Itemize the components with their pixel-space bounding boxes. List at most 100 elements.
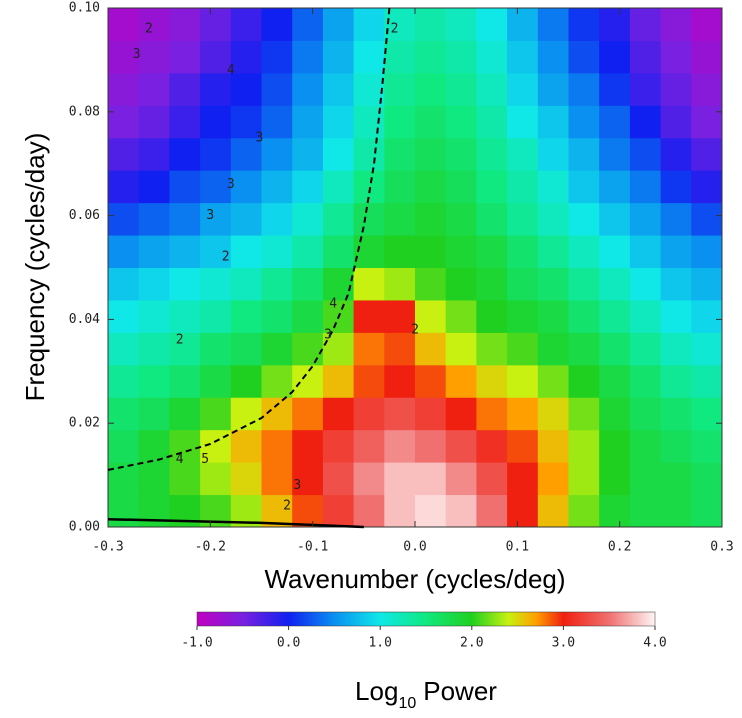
heatmap-cell (415, 8, 447, 41)
heatmap-cell (568, 72, 600, 106)
heatmap-cell (108, 202, 140, 236)
contour-label: 3 (227, 177, 235, 192)
heatmap-cell (322, 170, 355, 204)
heatmap-cell (169, 137, 201, 171)
heatmap-cell (660, 332, 692, 366)
heatmap-cell (138, 397, 170, 431)
colorbar-title: Log10 Power (355, 676, 497, 712)
heatmap-cell (629, 494, 662, 528)
heatmap-cell (108, 299, 140, 333)
heatmap-cell (691, 267, 723, 301)
heatmap-cell (599, 72, 631, 106)
heatmap-cell (292, 105, 324, 139)
heatmap-cell (138, 494, 170, 528)
heatmap-cell (108, 40, 140, 74)
heatmap-cell (108, 364, 140, 398)
heatmap-cell (292, 364, 324, 398)
heatmap-cell (108, 137, 140, 171)
heatmap-cell (507, 397, 539, 431)
heatmap-cell (415, 364, 447, 398)
x-tick-label: 0.2 (608, 540, 631, 555)
heatmap-cell (200, 105, 232, 139)
heatmap-cell (322, 8, 355, 41)
heatmap-cell (476, 235, 508, 268)
heatmap-cell (445, 267, 477, 301)
heatmap-cell (169, 267, 201, 301)
heatmap-cell (445, 397, 477, 431)
heatmap-cell (537, 462, 569, 496)
heatmap-cell (629, 364, 662, 398)
heatmap-cell (476, 494, 508, 528)
heatmap-cell (629, 299, 662, 333)
heatmap-cell (691, 40, 723, 74)
heatmap-cell (169, 72, 201, 106)
heatmap-cell (322, 202, 355, 236)
heatmap-cell (108, 170, 140, 204)
heatmap-cell (629, 8, 662, 41)
heatmap-cell (353, 267, 385, 301)
heatmap-cell (292, 332, 324, 366)
contour-label: 3 (256, 130, 264, 145)
heatmap-cell (507, 40, 539, 74)
heatmap-cell (415, 462, 447, 496)
heatmap-cell (445, 364, 477, 398)
heatmap-cell (599, 494, 631, 528)
heatmap-cell (322, 105, 355, 139)
heatmap-cell (292, 235, 324, 268)
heatmap-cell (108, 267, 140, 301)
heatmap-cell (169, 332, 201, 366)
heatmap-cell (353, 429, 385, 463)
heatmap-cell (200, 8, 232, 41)
colorbar-title-sub: 10 (398, 695, 416, 712)
heatmap-cell (568, 462, 600, 496)
x-tick-label: 0.0 (403, 540, 426, 555)
heatmap-cell (230, 137, 262, 171)
heatmap-cell (200, 364, 232, 398)
heatmap-cell (691, 299, 723, 333)
heatmap-cell (537, 137, 569, 171)
heatmap-cell (568, 299, 600, 333)
heatmap-cell (568, 235, 600, 268)
heatmap-cell (415, 332, 447, 366)
heatmap-cell (169, 170, 201, 204)
heatmap-cell (200, 137, 232, 171)
y-tick-label: 0.04 (69, 312, 100, 327)
heatmap-cell (691, 170, 723, 204)
heatmap-cell (384, 170, 416, 204)
heatmap-cell (476, 8, 508, 41)
y-tick-label: 0.10 (69, 1, 100, 16)
heatmap-cell (322, 494, 355, 528)
heatmap-cell (200, 462, 232, 496)
heatmap-cell (138, 235, 170, 268)
heatmap-cell (415, 170, 447, 204)
heatmap-cell (507, 364, 539, 398)
contour-label: 3 (206, 208, 214, 223)
heatmap-cell (445, 170, 477, 204)
heatmap-cell (629, 137, 662, 171)
heatmap-cell (537, 299, 569, 333)
heatmap-cell (445, 72, 477, 106)
heatmap-cell (230, 8, 262, 41)
y-axis-title: Frequency (cycles/day) (20, 133, 50, 402)
heatmap-cell (537, 332, 569, 366)
heatmap-cell (507, 8, 539, 41)
contour-label: 2 (411, 322, 419, 337)
heatmap-cell (108, 494, 140, 528)
heatmap-cell (476, 202, 508, 236)
x-axis-title: Wavenumber (cycles/deg) (264, 564, 565, 594)
heatmap-cell (384, 72, 416, 106)
heatmap-cell (629, 105, 662, 139)
heatmap-cell (660, 267, 692, 301)
heatmap-cell (292, 299, 324, 333)
heatmap-cell (507, 170, 539, 204)
heatmap-cell (445, 332, 477, 366)
heatmap-cell (568, 40, 600, 74)
heatmap-cell (138, 105, 170, 139)
heatmap-cell (384, 462, 416, 496)
heatmap-cell (691, 397, 723, 431)
x-tick-label: -0.3 (92, 540, 123, 555)
heatmap-cell (415, 40, 447, 74)
heatmap-cell (660, 202, 692, 236)
heatmap-cell (230, 364, 262, 398)
heatmap-cell (384, 397, 416, 431)
